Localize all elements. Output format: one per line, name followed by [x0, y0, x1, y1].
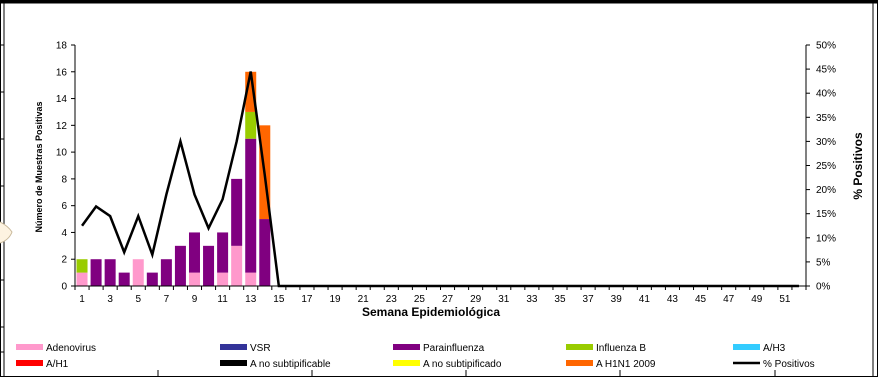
- bar-segment-parainfluenza-week-9: [188, 232, 200, 273]
- legend-swatch-adenovirus: [16, 344, 43, 350]
- y2-tick-label: 35%: [816, 113, 836, 124]
- y2-tick-label: 20%: [816, 185, 836, 196]
- bar-segment-adenovirus-week-5: [132, 259, 144, 286]
- x-axis-title: Semana Epidemiológica: [362, 305, 500, 319]
- bar-segment-adenovirus-week-11: [217, 272, 229, 286]
- y2-tick-label: 45%: [816, 65, 836, 76]
- x-tick-label: 47: [723, 294, 735, 305]
- legend-label-a-no-subtipificado: A no subtipificado: [423, 359, 502, 370]
- bar-segment-parainfluenza-week-7: [160, 259, 172, 286]
- legend-swatch-parainfluenza: [393, 344, 420, 350]
- y2-tick-label: 50%: [816, 41, 836, 52]
- x-tick-label: 21: [358, 294, 370, 305]
- y-tick-label: 4: [61, 228, 67, 239]
- y2-axis-title: % Positivos: [851, 132, 865, 200]
- y2-tick-label: 25%: [816, 161, 836, 172]
- x-tick-label: 37: [583, 294, 595, 305]
- y-tick-label: 14: [56, 94, 68, 105]
- x-tick-label: 11: [217, 294, 228, 305]
- y-tick-label: 0: [61, 282, 67, 293]
- bar-segment-parainfluenza-week-11: [217, 232, 229, 273]
- y2-tick-label: 40%: [816, 89, 836, 100]
- bar-segment-parainfluenza-week-2: [90, 259, 102, 286]
- x-tick-label: 17: [301, 294, 313, 305]
- bottom-edge-tick-marks: [157, 370, 776, 377]
- legend-label-adenovirus: Adenovirus: [46, 343, 96, 354]
- x-tick-label: 43: [667, 294, 679, 305]
- x-tick-label: 35: [554, 294, 566, 305]
- y-tick-label: 12: [56, 121, 68, 132]
- bar-segment-adenovirus-week-12: [231, 245, 243, 286]
- x-tick-label: 45: [695, 294, 707, 305]
- legend-swatch-influenza-b: [566, 344, 593, 350]
- y2-tick-label: 30%: [816, 137, 836, 148]
- legend-label-a-h1n1-2009: A H1N1 2009: [596, 359, 656, 370]
- y2-tick-label: 0%: [816, 282, 831, 293]
- x-tick-label: 31: [498, 294, 510, 305]
- x-tick-label: 27: [442, 294, 454, 305]
- bar-segment-adenovirus-week-1: [76, 272, 88, 286]
- x-tick-label: 41: [639, 294, 651, 305]
- bar-segment-a-h1n1-2009-week-13: [245, 71, 257, 112]
- y2-tick-label: 15%: [816, 209, 836, 220]
- left-edge-tick-marks: [0, 44, 4, 353]
- legend-label-a-no-subtipificable: A no subtipificable: [250, 359, 331, 370]
- y-tick-label: 18: [56, 41, 68, 52]
- legend-label-a-h3: A/H3: [763, 343, 786, 354]
- x-tick-label: 9: [192, 294, 198, 305]
- legend-swatch-a-no-subtipificado: [393, 360, 420, 366]
- x-tick-label: 3: [107, 294, 113, 305]
- y-tick-label: 16: [56, 67, 68, 78]
- bar-segment-adenovirus-week-13: [245, 272, 257, 286]
- ticks-layer: 0 2 4 6 8 10 12 14 16 18 0% 5% 10% 15% 20% 25% 30% 35% 40%…: [56, 41, 836, 306]
- x-tick-label: 33: [526, 294, 538, 305]
- bar-segment-parainfluenza-week-13: [245, 138, 257, 273]
- x-tick-label: 49: [751, 294, 763, 305]
- legend: Adenovirus VSR Parainfluenza Influenza B A/H…: [16, 343, 815, 370]
- x-tick-label: 7: [164, 294, 170, 305]
- y-tick-label: 6: [61, 201, 67, 212]
- bar-segment-parainfluenza-week-8: [174, 245, 186, 286]
- x-tick-label: 51: [779, 294, 791, 305]
- x-tick-label: 5: [135, 294, 141, 305]
- y-tick-label: 2: [61, 255, 67, 266]
- bar-segment-parainfluenza-week-12: [231, 178, 243, 246]
- legend-swatch-a-h3: [733, 344, 760, 350]
- bar-segment-adenovirus-week-9: [188, 272, 200, 286]
- bar-segment-parainfluenza-week-4: [118, 272, 130, 286]
- legend-swatch-vsr: [220, 344, 247, 350]
- x-tick-label: 39: [611, 294, 623, 305]
- x-tick-label: 19: [330, 294, 342, 305]
- y-axis-title: Número de Muestras Positivas: [34, 101, 44, 232]
- bar-segment-parainfluenza-week-14: [259, 219, 271, 286]
- x-tick-label: 23: [386, 294, 398, 305]
- legend-label-parainfluenza: Parainfluenza: [423, 343, 485, 354]
- bar-segment-parainfluenza-week-10: [203, 245, 215, 286]
- legend-label-vsr: VSR: [250, 343, 271, 354]
- bar-segment-influenza-b-week-1: [76, 259, 88, 273]
- x-tick-label: 29: [470, 294, 482, 305]
- x-tick-label: 13: [245, 294, 257, 305]
- legend-label-influenza-b: Influenza B: [596, 343, 646, 354]
- legend-label--positivos: % Positivos: [763, 359, 815, 370]
- y2-tick-label: 10%: [816, 233, 836, 244]
- legend-swatch-a-no-subtipificable: [220, 360, 247, 366]
- legend-label-a-h1: A/H1: [46, 359, 69, 370]
- page-curl-decoration: [0, 221, 13, 244]
- legend-swatch-a-h1n1-2009: [566, 360, 593, 366]
- bar-segment-influenza-b-week-13: [245, 111, 257, 139]
- legend-swatch-a-h1: [16, 360, 43, 366]
- x-tick-label: 15: [273, 294, 285, 305]
- y2-tick-label: 5%: [816, 257, 831, 268]
- x-tick-label: 25: [414, 294, 426, 305]
- x-tick-label: 1: [79, 294, 85, 305]
- y-tick-label: 8: [61, 174, 67, 185]
- bar-segment-parainfluenza-week-6: [146, 272, 158, 286]
- y-tick-label: 10: [56, 148, 68, 159]
- bar-segment-parainfluenza-week-3: [104, 259, 116, 286]
